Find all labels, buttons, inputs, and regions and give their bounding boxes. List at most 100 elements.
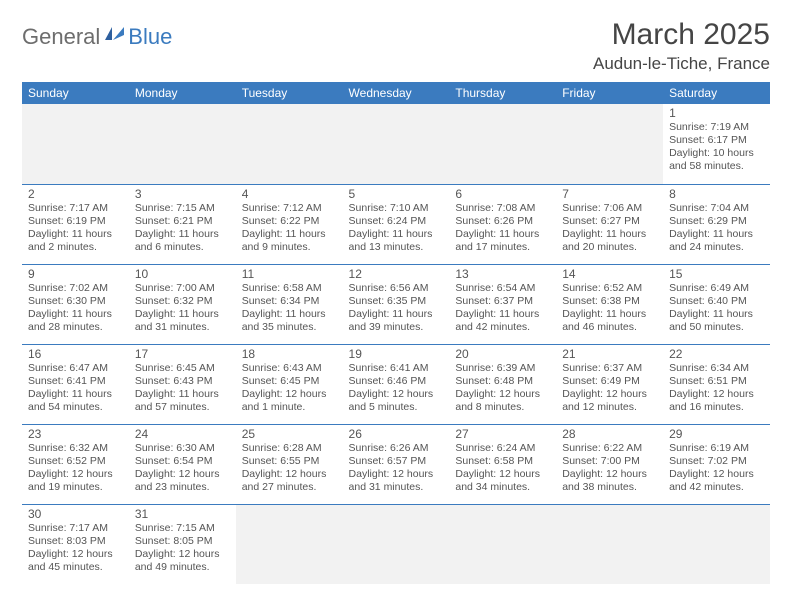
- calendar-cell: 8Sunrise: 7:04 AMSunset: 6:29 PMDaylight…: [663, 184, 770, 264]
- sunrise-line: Sunrise: 6:49 AM: [669, 282, 764, 295]
- sunset-line: Sunset: 6:41 PM: [28, 375, 123, 388]
- calendar-cell: 22Sunrise: 6:34 AMSunset: 6:51 PMDayligh…: [663, 344, 770, 424]
- daylight-line: Daylight: 12 hours and 38 minutes.: [562, 468, 657, 494]
- calendar-cell: [236, 504, 343, 584]
- daylight-line: Daylight: 11 hours and 9 minutes.: [242, 228, 337, 254]
- calendar-cell: [556, 504, 663, 584]
- sunrise-line: Sunrise: 6:34 AM: [669, 362, 764, 375]
- sunset-line: Sunset: 6:49 PM: [562, 375, 657, 388]
- sunrise-line: Sunrise: 6:56 AM: [349, 282, 444, 295]
- sunrise-line: Sunrise: 6:24 AM: [455, 442, 550, 455]
- calendar-cell: 31Sunrise: 7:15 AMSunset: 8:05 PMDayligh…: [129, 504, 236, 584]
- calendar-cell: 15Sunrise: 6:49 AMSunset: 6:40 PMDayligh…: [663, 264, 770, 344]
- logo-text-gray: General: [22, 24, 100, 50]
- calendar-cell: 1Sunrise: 7:19 AMSunset: 6:17 PMDaylight…: [663, 104, 770, 184]
- daylight-line: Daylight: 12 hours and 49 minutes.: [135, 548, 230, 574]
- location-label: Audun-le-Tiche, France: [593, 54, 770, 74]
- day-number: 1: [669, 106, 764, 120]
- day-number: 10: [135, 267, 230, 281]
- sunrise-line: Sunrise: 6:19 AM: [669, 442, 764, 455]
- daylight-line: Daylight: 11 hours and 20 minutes.: [562, 228, 657, 254]
- sunrise-line: Sunrise: 6:47 AM: [28, 362, 123, 375]
- calendar-cell: 27Sunrise: 6:24 AMSunset: 6:58 PMDayligh…: [449, 424, 556, 504]
- sunset-line: Sunset: 6:29 PM: [669, 215, 764, 228]
- sunset-line: Sunset: 6:26 PM: [455, 215, 550, 228]
- day-number: 29: [669, 427, 764, 441]
- page-title: March 2025: [593, 18, 770, 52]
- sunrise-line: Sunrise: 6:37 AM: [562, 362, 657, 375]
- weekday-header: Friday: [556, 82, 663, 104]
- day-number: 9: [28, 267, 123, 281]
- daylight-line: Daylight: 11 hours and 50 minutes.: [669, 308, 764, 334]
- weekday-header: Thursday: [449, 82, 556, 104]
- sunrise-line: Sunrise: 7:04 AM: [669, 202, 764, 215]
- sunset-line: Sunset: 6:30 PM: [28, 295, 123, 308]
- calendar-cell: 10Sunrise: 7:00 AMSunset: 6:32 PMDayligh…: [129, 264, 236, 344]
- sunset-line: Sunset: 6:19 PM: [28, 215, 123, 228]
- calendar-cell: 2Sunrise: 7:17 AMSunset: 6:19 PMDaylight…: [22, 184, 129, 264]
- day-number: 30: [28, 507, 123, 521]
- calendar-cell: 11Sunrise: 6:58 AMSunset: 6:34 PMDayligh…: [236, 264, 343, 344]
- sunrise-line: Sunrise: 6:30 AM: [135, 442, 230, 455]
- daylight-line: Daylight: 12 hours and 27 minutes.: [242, 468, 337, 494]
- sunset-line: Sunset: 6:38 PM: [562, 295, 657, 308]
- calendar-cell: [22, 104, 129, 184]
- sunset-line: Sunset: 6:52 PM: [28, 455, 123, 468]
- calendar-cell: 6Sunrise: 7:08 AMSunset: 6:26 PMDaylight…: [449, 184, 556, 264]
- sunrise-line: Sunrise: 6:22 AM: [562, 442, 657, 455]
- daylight-line: Daylight: 11 hours and 28 minutes.: [28, 308, 123, 334]
- daylight-line: Daylight: 11 hours and 2 minutes.: [28, 228, 123, 254]
- calendar-cell: 14Sunrise: 6:52 AMSunset: 6:38 PMDayligh…: [556, 264, 663, 344]
- sunset-line: Sunset: 6:37 PM: [455, 295, 550, 308]
- daylight-line: Daylight: 11 hours and 35 minutes.: [242, 308, 337, 334]
- daylight-line: Daylight: 12 hours and 1 minute.: [242, 388, 337, 414]
- calendar-cell: 20Sunrise: 6:39 AMSunset: 6:48 PMDayligh…: [449, 344, 556, 424]
- sunrise-line: Sunrise: 6:41 AM: [349, 362, 444, 375]
- sunset-line: Sunset: 6:54 PM: [135, 455, 230, 468]
- day-number: 17: [135, 347, 230, 361]
- daylight-line: Daylight: 11 hours and 46 minutes.: [562, 308, 657, 334]
- sunset-line: Sunset: 6:58 PM: [455, 455, 550, 468]
- weekday-header: Monday: [129, 82, 236, 104]
- day-number: 19: [349, 347, 444, 361]
- sunset-line: Sunset: 6:57 PM: [349, 455, 444, 468]
- sunrise-line: Sunrise: 7:06 AM: [562, 202, 657, 215]
- sunrise-line: Sunrise: 7:10 AM: [349, 202, 444, 215]
- calendar-cell: [449, 504, 556, 584]
- daylight-line: Daylight: 11 hours and 42 minutes.: [455, 308, 550, 334]
- calendar-cell: 17Sunrise: 6:45 AMSunset: 6:43 PMDayligh…: [129, 344, 236, 424]
- sunrise-line: Sunrise: 7:15 AM: [135, 202, 230, 215]
- daylight-line: Daylight: 12 hours and 5 minutes.: [349, 388, 444, 414]
- calendar-cell: 3Sunrise: 7:15 AMSunset: 6:21 PMDaylight…: [129, 184, 236, 264]
- sunset-line: Sunset: 6:32 PM: [135, 295, 230, 308]
- calendar-cell: 25Sunrise: 6:28 AMSunset: 6:55 PMDayligh…: [236, 424, 343, 504]
- weekday-header: Saturday: [663, 82, 770, 104]
- calendar-cell: 13Sunrise: 6:54 AMSunset: 6:37 PMDayligh…: [449, 264, 556, 344]
- calendar-cell: [343, 504, 450, 584]
- daylight-line: Daylight: 11 hours and 17 minutes.: [455, 228, 550, 254]
- sunset-line: Sunset: 6:55 PM: [242, 455, 337, 468]
- sunrise-line: Sunrise: 6:54 AM: [455, 282, 550, 295]
- sunset-line: Sunset: 8:03 PM: [28, 535, 123, 548]
- day-number: 2: [28, 187, 123, 201]
- calendar-cell: 30Sunrise: 7:17 AMSunset: 8:03 PMDayligh…: [22, 504, 129, 584]
- day-number: 13: [455, 267, 550, 281]
- day-number: 15: [669, 267, 764, 281]
- calendar-cell: 26Sunrise: 6:26 AMSunset: 6:57 PMDayligh…: [343, 424, 450, 504]
- daylight-line: Daylight: 12 hours and 45 minutes.: [28, 548, 123, 574]
- calendar-cell: 28Sunrise: 6:22 AMSunset: 7:00 PMDayligh…: [556, 424, 663, 504]
- sunrise-line: Sunrise: 6:28 AM: [242, 442, 337, 455]
- sunrise-line: Sunrise: 6:26 AM: [349, 442, 444, 455]
- calendar-table: SundayMondayTuesdayWednesdayThursdayFrid…: [22, 82, 770, 584]
- day-number: 24: [135, 427, 230, 441]
- sunset-line: Sunset: 6:43 PM: [135, 375, 230, 388]
- day-number: 3: [135, 187, 230, 201]
- daylight-line: Daylight: 11 hours and 6 minutes.: [135, 228, 230, 254]
- daylight-line: Daylight: 11 hours and 13 minutes.: [349, 228, 444, 254]
- sunset-line: Sunset: 6:34 PM: [242, 295, 337, 308]
- sunrise-line: Sunrise: 7:08 AM: [455, 202, 550, 215]
- calendar-cell: 9Sunrise: 7:02 AMSunset: 6:30 PMDaylight…: [22, 264, 129, 344]
- sunrise-line: Sunrise: 7:00 AM: [135, 282, 230, 295]
- sunrise-line: Sunrise: 6:39 AM: [455, 362, 550, 375]
- day-number: 12: [349, 267, 444, 281]
